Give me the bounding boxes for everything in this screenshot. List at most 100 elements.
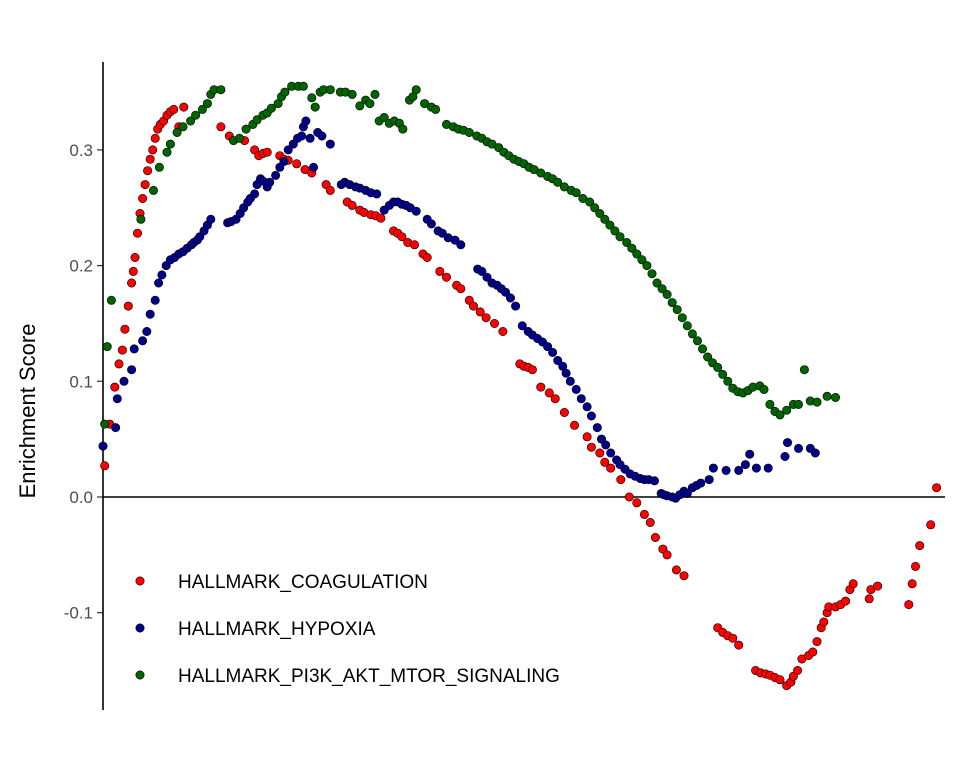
data-point (112, 394, 122, 404)
data-point (347, 89, 357, 99)
data-point (740, 460, 750, 470)
data-point (672, 305, 682, 315)
data-point (456, 240, 466, 250)
data-point (138, 336, 148, 346)
data-point (114, 359, 124, 369)
data-point (571, 188, 581, 198)
data-point (283, 145, 293, 155)
data-point (301, 116, 311, 126)
data-point (310, 102, 320, 112)
data-point (127, 278, 137, 288)
data-point (119, 376, 129, 386)
data-point (745, 449, 755, 459)
data-point (325, 139, 335, 149)
data-point (271, 170, 281, 180)
data-point (206, 214, 216, 224)
data-point (907, 579, 917, 589)
data-point (657, 284, 667, 294)
data-point (565, 376, 575, 386)
data-point (169, 104, 179, 114)
data-point (426, 219, 436, 229)
data-point (600, 457, 610, 467)
data-point (129, 344, 139, 354)
data-point (157, 270, 167, 280)
data-point (812, 397, 822, 407)
data-point (569, 420, 579, 430)
data-point (128, 266, 138, 276)
data-point (102, 342, 112, 352)
legend-label: HALLMARK_PI3K_AKT_MTOR_SIGNALING (178, 666, 560, 687)
data-point (431, 104, 441, 114)
data-point (687, 329, 697, 339)
data-point (550, 394, 560, 404)
data-point (527, 365, 537, 375)
data-point (250, 189, 260, 199)
data-point (422, 253, 432, 263)
y-axis-ticks: -0.1 0.0 0.1 0.2 0.3 (64, 141, 103, 623)
data-point (372, 189, 382, 199)
data-point (379, 113, 389, 123)
data-point (305, 133, 315, 143)
data-point (782, 405, 792, 415)
data-point (477, 266, 487, 276)
legend-label: HALLMARK_HYPOXIA (178, 619, 376, 640)
data-point (703, 352, 713, 362)
data-point (397, 232, 407, 242)
data-point (234, 133, 244, 143)
data-point (145, 309, 155, 319)
data-point (197, 104, 207, 114)
y-tick-label: 0.2 (69, 257, 93, 276)
data-point (759, 384, 769, 394)
data-point (252, 115, 262, 125)
data-point (307, 93, 317, 103)
data-point (606, 448, 616, 458)
data-point (553, 355, 563, 365)
data-point (713, 362, 723, 372)
data-point (120, 324, 130, 334)
data-point (848, 579, 858, 589)
y-tick-label: 0.3 (69, 141, 93, 160)
data-point (437, 228, 447, 238)
data-point (475, 307, 485, 317)
legend: HALLMARK_COAGULATION HALLMARK_HYPOXIA HALL… (135, 572, 560, 687)
data-point (398, 124, 408, 134)
data-point (910, 561, 920, 571)
data-point (775, 410, 785, 420)
data-point (652, 278, 662, 288)
data-point (202, 99, 212, 109)
data-point (812, 637, 822, 647)
data-point (830, 392, 840, 402)
data-point (325, 85, 335, 95)
data-point (136, 214, 146, 224)
data-point (143, 166, 153, 176)
data-point (582, 402, 592, 412)
data-points (98, 81, 942, 691)
data-point (162, 147, 172, 157)
data-point (622, 238, 632, 248)
data-point (650, 532, 660, 542)
data-point (677, 313, 687, 323)
data-point (411, 85, 421, 95)
data-point (647, 269, 657, 279)
data-point (775, 675, 785, 685)
data-point (624, 492, 634, 502)
data-point (165, 139, 175, 149)
data-point (765, 399, 775, 409)
data-point (601, 440, 611, 450)
data-point (679, 571, 689, 581)
data-point (662, 289, 672, 299)
data-point (536, 382, 546, 392)
data-point (616, 475, 626, 485)
data-point (117, 345, 127, 355)
data-point (106, 295, 116, 305)
data-point (464, 128, 474, 138)
series-hallmark-pi3k-akt-mtor-signaling (100, 81, 840, 429)
data-point (140, 180, 150, 190)
data-point (632, 498, 642, 508)
data-point (543, 342, 553, 352)
data-point (586, 411, 596, 421)
data-point (586, 442, 596, 452)
data-point (142, 326, 152, 336)
data-point (600, 214, 610, 224)
data-point (130, 253, 140, 263)
